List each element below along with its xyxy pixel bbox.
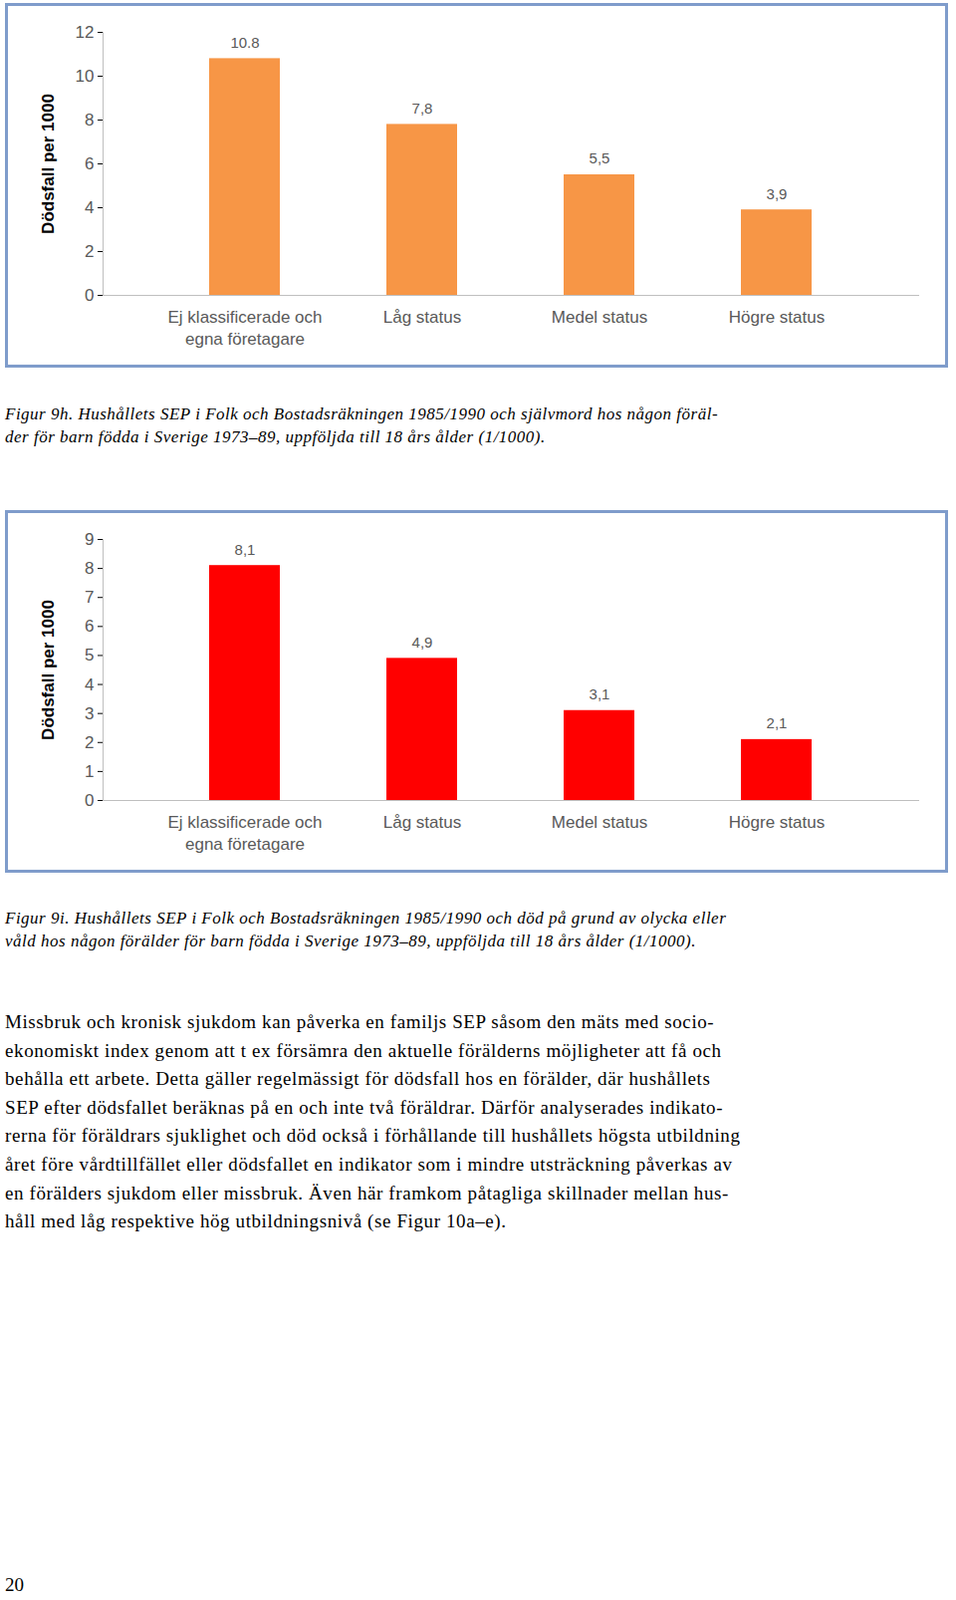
svg-text:5,5: 5,5 xyxy=(589,149,611,167)
svg-text:4: 4 xyxy=(84,674,94,694)
svg-text:2: 2 xyxy=(84,241,94,261)
html-text:behålla ett arbete. Detta gäll: behålla ett arbete. Detta gäller regelmä… xyxy=(4,1067,711,1089)
svg-text:12: 12 xyxy=(75,22,95,42)
svg-text:Låg status: Låg status xyxy=(383,812,462,832)
svg-text:1: 1 xyxy=(84,761,94,781)
svg-text:0: 0 xyxy=(84,285,94,305)
html-text:året före vårdtillfället eller: året före vårdtillfället eller dödsfalle… xyxy=(4,1153,733,1175)
html-text:ekonomiskt index genom att t e: ekonomiskt index genom att t ex försämra… xyxy=(4,1039,722,1061)
svg-text:Dödsfall per 1000: Dödsfall per 1000 xyxy=(38,599,58,740)
svg-text:2,1: 2,1 xyxy=(766,714,788,731)
svg-text:Ej klassificerade ochegna före: Ej klassificerade ochegna företagare xyxy=(168,812,323,854)
svg-text:6: 6 xyxy=(84,616,94,636)
svg-text:2: 2 xyxy=(84,732,94,752)
svg-text:4: 4 xyxy=(84,198,94,218)
svg-text:8: 8 xyxy=(84,558,94,578)
svg-text:Medel status: Medel status xyxy=(551,307,648,327)
svg-text:10: 10 xyxy=(75,66,95,86)
html-text:rerna för föräldrars sjuklighe: rerna för föräldrars sjuklighet och död … xyxy=(4,1124,741,1146)
svg-text:6: 6 xyxy=(84,154,94,174)
svg-text:Medel status: Medel status xyxy=(551,812,648,832)
svg-text:3,1: 3,1 xyxy=(589,685,611,703)
html-text:Missbruk och kronisk sjukdom k: Missbruk och kronisk sjukdom kan påverka… xyxy=(4,1010,715,1032)
svg-text:Ej klassificerade ochegna före: Ej klassificerade ochegna företagare xyxy=(168,307,323,349)
svg-text:7,8: 7,8 xyxy=(412,99,434,117)
svg-text:4,9: 4,9 xyxy=(412,633,434,651)
html-text:håll med låg respektive hög ut: håll med låg respektive hög utbildningsn… xyxy=(4,1210,507,1232)
svg-text:3: 3 xyxy=(84,704,94,723)
svg-text:3,9: 3,9 xyxy=(766,185,788,203)
html-text:20: 20 xyxy=(4,1573,24,1595)
svg-text:8: 8 xyxy=(84,110,94,130)
html-text:våld hos någon förälder för ba: våld hos någon förälder för barn födda i… xyxy=(4,931,697,951)
html-text:Figur 9h. Hushållets SEP i Fol: Figur 9h. Hushållets SEP i Folk och Bost… xyxy=(4,404,719,424)
svg-text:7: 7 xyxy=(84,587,94,607)
svg-text:5: 5 xyxy=(84,645,94,665)
svg-text:Dödsfall per 1000: Dödsfall per 1000 xyxy=(38,93,58,235)
svg-text:10.8: 10.8 xyxy=(230,33,259,51)
svg-text:9: 9 xyxy=(84,529,94,549)
html-text:der för barn födda i Sverige 1: der för barn födda i Sverige 1973–89, up… xyxy=(4,427,546,447)
html-text:en förälders sjukdom eller mis: en förälders sjukdom eller missbruk. Äve… xyxy=(4,1181,729,1203)
svg-text:Högre status: Högre status xyxy=(728,812,825,832)
html-text:SEP efter dödsfallet beräknas: SEP efter dödsfallet beräknas på en och … xyxy=(4,1096,724,1118)
html-text:Figur 9i. Hushållets SEP i Fol: Figur 9i. Hushållets SEP i Folk och Bost… xyxy=(4,908,727,928)
svg-text:0: 0 xyxy=(84,790,94,810)
svg-text:8,1: 8,1 xyxy=(235,540,256,558)
svg-text:Låg status: Låg status xyxy=(383,307,462,327)
svg-text:Högre status: Högre status xyxy=(728,307,825,327)
